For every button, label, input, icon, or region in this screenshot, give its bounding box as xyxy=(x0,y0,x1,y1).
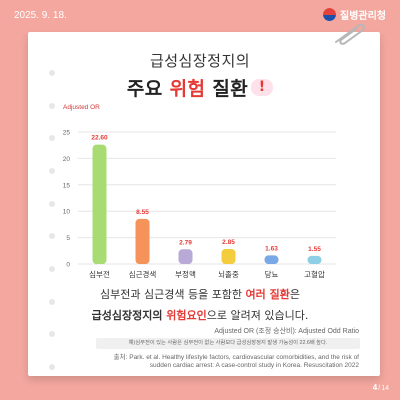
description-suffix-1: 은 xyxy=(289,288,300,301)
y-tick-label: 25 xyxy=(63,130,71,137)
description-line-2: 급성심장정지의 위험요인으로 알려져 있습니다. xyxy=(0,307,400,323)
y-tick-label: 20 xyxy=(63,156,71,163)
x-tick-label: 당뇨 xyxy=(265,269,279,279)
x-tick-label: 심근경색 xyxy=(129,269,157,279)
source-line-1: 출처: Park. et al. Healthy lifestyle facto… xyxy=(113,354,359,361)
bar-value-label: 1.55 xyxy=(308,246,321,253)
bar-value-label: 1.63 xyxy=(265,245,278,252)
x-tick-label: 부정맥 xyxy=(175,269,196,279)
exclamation-icon: ! xyxy=(251,79,274,96)
description-bold: 급성심장정지의 xyxy=(91,309,167,322)
y-tick-label: 0 xyxy=(66,262,70,269)
paperclip-icon xyxy=(335,23,366,45)
bar xyxy=(135,218,150,264)
description-accent-1: 여러 질환 xyxy=(245,288,290,301)
y-tick-label: 15 xyxy=(63,182,71,189)
binding-hole xyxy=(49,298,55,305)
description-accent-2: 위험요인 xyxy=(166,309,207,322)
content-card xyxy=(28,32,380,376)
page-total: 14 xyxy=(381,385,389,392)
binding-hole xyxy=(49,167,55,174)
title-accent: 위험 xyxy=(169,78,206,100)
logo-bottom-half xyxy=(323,14,336,21)
source-line-2: sudden cardiac arrest: A case-control st… xyxy=(149,362,359,369)
bar-value-label: 22.60 xyxy=(91,135,108,142)
binding-hole xyxy=(49,363,55,370)
adjusted-or-note: Adjusted OR (조정 승산비): Adjusted Odd Ratio xyxy=(214,328,359,335)
date-label: 2025. 9. 18. xyxy=(14,10,67,21)
bar xyxy=(221,248,236,264)
example-box: 예)심부전이 있는 사람은 심부전이 없는 사람보다 급성심장정지 발생 가능성… xyxy=(96,338,360,349)
title-line-1: 급성심장정지의 xyxy=(149,52,251,70)
binding-hole xyxy=(49,70,55,76)
y-axis-label: Adjusted OR xyxy=(63,104,100,111)
y-tick-label: 5 xyxy=(66,235,70,242)
page-separator: / xyxy=(378,385,381,392)
binding-hole xyxy=(49,233,55,240)
bar-value-label: 2.85 xyxy=(222,239,235,246)
description-line-1: 심부전과 심근경색 등을 포함한 여러 질환은 xyxy=(0,286,400,302)
page-indicator: 4 / 14 xyxy=(373,383,389,392)
binding-holes xyxy=(47,70,57,370)
binding-hole xyxy=(49,135,55,142)
x-tick-label: 뇌졸중 xyxy=(218,270,239,279)
title-line-2: 주요 위험 질환! xyxy=(0,74,400,101)
bar xyxy=(307,255,322,264)
y-tick-label: 10 xyxy=(63,209,71,216)
korean-government-logo-icon xyxy=(323,8,336,21)
page-current: 4 xyxy=(372,383,378,392)
brand-name: 질병관리청 xyxy=(340,11,386,22)
bar xyxy=(264,255,279,264)
logo-top-half xyxy=(323,8,336,15)
binding-hole xyxy=(49,265,55,272)
binding-hole xyxy=(49,102,55,109)
bar-value-label: 2.79 xyxy=(179,239,192,246)
bar xyxy=(92,144,107,264)
binding-hole xyxy=(49,200,55,207)
x-tick-label: 심부전 xyxy=(89,269,110,279)
x-tick-label: 고혈압 xyxy=(304,269,325,279)
bar-value-label: 8.55 xyxy=(136,209,149,216)
description-suffix-2: 으로 알려져 있습니다. xyxy=(206,309,309,322)
title-prefix: 주요 xyxy=(126,78,170,100)
brand-logo: 질병관리청 xyxy=(323,7,386,22)
bar xyxy=(178,249,193,264)
title-suffix: 질환 xyxy=(205,78,249,100)
binding-hole xyxy=(49,331,55,338)
description-prefix: 심부전과 심근경색 등을 포함한 xyxy=(100,288,246,301)
